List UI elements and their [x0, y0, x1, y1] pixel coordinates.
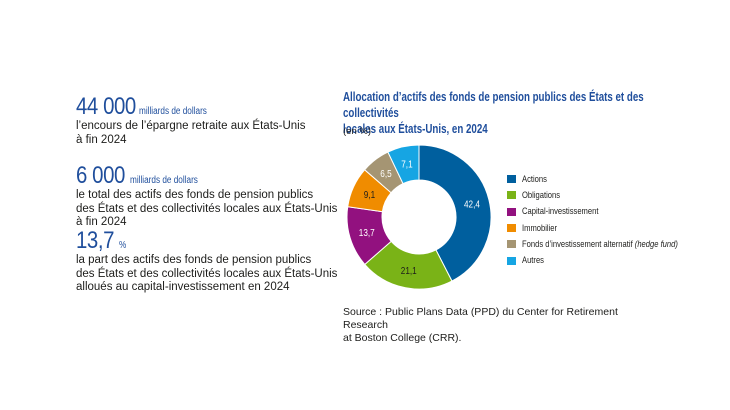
kpi-desc-line: des États et des collectivités locales a…	[76, 267, 338, 280]
legend-label: Autres	[522, 255, 544, 267]
kpi-description: la part des actifs des fonds de pension …	[76, 254, 337, 295]
legend-label: Capital-investissement	[522, 206, 599, 218]
chart-legend: Actions Obligations Capital-investissement…	[507, 171, 717, 269]
donut-slice-actions	[418, 144, 492, 282]
kpi-unit: milliards de dollars	[138, 106, 207, 117]
donut-slice-autres	[387, 144, 420, 185]
legend-label: Fonds d’investissement alternatif (hedge…	[522, 238, 678, 250]
legend-swatch	[507, 224, 516, 233]
kpi-value: 6 000	[76, 162, 125, 189]
chart-subtitle: (en %)	[343, 126, 371, 137]
kpi-description: l’encours de l’épargne retraite aux État…	[76, 120, 305, 147]
legend-label: Obligations	[522, 189, 561, 201]
donut-data-label: 6,5	[380, 168, 391, 179]
kpi-desc-line: l’encours de l’épargne retraite aux État…	[76, 120, 306, 132]
legend-label-italic: (hedge fund)	[634, 238, 678, 250]
source-line: Source : Public Plans Data (PPD) du Cent…	[343, 306, 618, 331]
legend-swatch	[507, 207, 516, 216]
legend-swatch	[507, 256, 516, 265]
donut-data-label: 9,1	[364, 189, 375, 200]
donut-data-label: 7,1	[401, 159, 412, 170]
kpi-desc-line: le total des actifs des fonds de pension…	[76, 189, 314, 201]
kpi-desc-line: la part des actifs des fonds de pension …	[76, 254, 312, 266]
legend-item: Actions	[507, 171, 717, 187]
kpi-description: le total des actifs des fonds de pension…	[76, 189, 337, 230]
kpi-retirement-savings: 44 000 milliards de dollars l’encours de…	[76, 95, 305, 147]
source-line: at Boston College (CRR).	[343, 332, 462, 344]
legend-swatch	[507, 240, 516, 249]
chart-title-line: Allocation d’actifs des fonds de pension…	[343, 90, 644, 120]
kpi-unit: %	[119, 240, 127, 251]
kpi-desc-line: alloués au capital-investissement en 202…	[76, 281, 290, 293]
chart-title: Allocation d’actifs des fonds de pension…	[343, 89, 671, 137]
kpi-desc-line: des États et des collectivités locales a…	[76, 202, 338, 215]
chart-title-line: locales aux États-Unis, en 2024	[343, 122, 488, 136]
kpi-desc-line: à fin 2024	[76, 216, 127, 228]
kpi-desc-line: à fin 2024	[76, 133, 127, 146]
legend-item: Autres	[507, 252, 717, 268]
kpi-pension-assets: 6 000 milliards de dollars le total des …	[76, 164, 337, 230]
donut-data-label: 21,1	[401, 265, 417, 276]
legend-label: Immobilier	[522, 222, 558, 234]
kpi-value: 13,7	[76, 227, 115, 254]
legend-swatch	[507, 175, 516, 184]
donut-data-label: 13,7	[359, 227, 375, 238]
legend-swatch	[507, 191, 516, 200]
legend-item: Fonds d’investissement alternatif (hedge…	[507, 236, 717, 252]
legend-item: Obligations	[507, 187, 717, 203]
donut-data-label: 42,4	[464, 199, 480, 210]
kpi-unit: milliards de dollars	[130, 175, 198, 186]
legend-item: Immobilier	[507, 220, 717, 236]
kpi-private-equity-share: 13,7 % la part des actifs des fonds de p…	[76, 229, 337, 295]
legend-item: Capital-investissement	[507, 204, 717, 220]
source-note: Source : Public Plans Data (PPD) du Cent…	[343, 306, 643, 345]
kpi-value: 44 000	[76, 93, 136, 120]
legend-label: Actions	[522, 173, 547, 185]
